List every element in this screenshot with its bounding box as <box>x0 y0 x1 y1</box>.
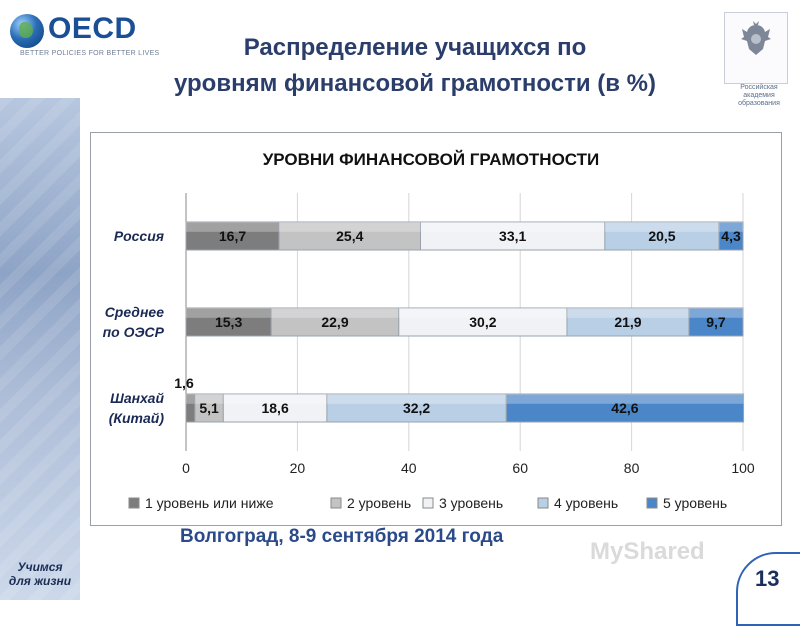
left-strip-texture <box>0 98 80 600</box>
legend-swatch <box>128 497 140 509</box>
bar-highlight <box>506 394 744 404</box>
data-label: 15,3 <box>215 314 242 330</box>
data-label: 25,4 <box>336 228 363 244</box>
bar-segment <box>398 307 568 337</box>
category-label: Среднее по ОЭСР <box>103 304 165 340</box>
bar-segment <box>505 393 745 423</box>
bar-segment <box>222 393 328 423</box>
category-label-line: Среднее <box>105 304 165 320</box>
bar-highlight <box>398 308 567 318</box>
category-label-line: Россия <box>114 228 164 244</box>
category-label-line: по ОЭСР <box>103 324 165 340</box>
bar-highlight <box>186 222 280 232</box>
bar-highlight <box>420 222 605 232</box>
bar-highlight <box>566 308 689 318</box>
stacked-bar-chart: УРОВНИ ФИНАНСОВОЙ ГРАМОТНОСТИ 0 20 40 60 80 10… <box>103 150 755 511</box>
bar-highlight <box>688 308 743 318</box>
legend-label: 5 уровень <box>663 495 727 511</box>
legend-label: 1 уровень или ниже <box>145 495 274 511</box>
bar-segment <box>688 307 744 337</box>
category-label: Шанхай (Китай) <box>109 390 165 426</box>
bar-highlight <box>186 394 195 404</box>
x-tick-label: 0 <box>182 460 190 476</box>
x-tick-label: 100 <box>731 460 755 476</box>
page-title: Распределение учащихся по уровням финанс… <box>80 30 750 102</box>
legend-swatch <box>422 497 434 509</box>
category-label-line: (Китай) <box>109 410 165 426</box>
data-label: 5,1 <box>199 400 219 416</box>
globe-icon <box>10 14 44 48</box>
bar-segment <box>270 307 400 337</box>
legend-label: 2 уровень <box>347 495 411 511</box>
oecd-logo-name: OECD <box>48 12 137 45</box>
bar-highlight <box>719 222 743 232</box>
page-number: 13 <box>755 566 780 591</box>
category-label: Россия <box>114 228 164 244</box>
x-tick-label: 60 <box>512 460 528 476</box>
data-label: 22,9 <box>321 314 348 330</box>
left-decorative-strip <box>0 98 80 600</box>
x-tick-label: 40 <box>401 460 417 476</box>
chart-frame: УРОВНИ ФИНАНСОВОЙ ГРАМОТНОСТИ 0 20 40 60 80 10… <box>90 132 782 526</box>
oecd-logo: OECD BETTER POLICIES FOR BETTER LIVES <box>8 12 160 58</box>
left-caption-line-1: Учимся <box>17 560 63 574</box>
page-title-line-2: уровням финансовой грамотности (в %) <box>173 70 656 97</box>
x-tick-label: 80 <box>624 460 640 476</box>
bar-segment <box>718 221 744 251</box>
data-label: 18,6 <box>261 400 288 416</box>
emblem <box>724 12 788 84</box>
double-headed-eagle-icon <box>741 21 771 55</box>
bar-highlight <box>326 394 507 404</box>
oecd-logo-tagline: BETTER POLICIES FOR BETTER LIVES <box>20 50 160 57</box>
data-label: 4,3 <box>721 228 741 244</box>
data-label: 9,7 <box>706 314 726 330</box>
bar-highlight <box>223 394 327 404</box>
bar-highlight <box>604 222 720 232</box>
legend-label: 4 уровень <box>554 495 618 511</box>
watermark: MyShared <box>590 538 705 565</box>
bar-segment <box>185 307 272 337</box>
data-label: 21,9 <box>614 314 641 330</box>
bar-highlight <box>279 222 421 232</box>
legend-swatch <box>330 497 342 509</box>
bar-highlight <box>271 308 399 318</box>
bar-segment <box>185 221 280 251</box>
bar-segment <box>604 221 720 251</box>
data-label: 16,7 <box>219 228 246 244</box>
left-strip-caption: Учимся для жизни <box>0 560 80 588</box>
bar-highlight <box>186 308 272 318</box>
data-label: 30,2 <box>469 314 496 330</box>
chart-title: УРОВНИ ФИНАНСОВОЙ ГРАМОТНОСТИ <box>263 150 600 169</box>
legend-swatch <box>537 497 549 509</box>
bar-highlight <box>194 394 224 404</box>
emblem-caption: Российская академия образования <box>738 84 780 107</box>
bar-segment <box>278 221 421 251</box>
category-label-line: Шанхай <box>110 390 164 406</box>
legend-label: 3 уровень <box>439 495 503 511</box>
left-caption-line-2: для жизни <box>8 574 72 588</box>
data-label: 1,6 <box>174 375 194 391</box>
x-tick-label: 20 <box>290 460 306 476</box>
event-location-date: Волгоград, 8-9 сентября 2014 года <box>180 526 504 547</box>
data-label: 20,5 <box>648 228 675 244</box>
data-label: 42,6 <box>611 400 638 416</box>
data-label: 32,2 <box>403 400 430 416</box>
data-label: 33,1 <box>499 228 526 244</box>
bar-segment <box>194 393 224 423</box>
legend-swatch <box>646 497 658 509</box>
page-title-line-1: Распределение учащихся по <box>243 34 587 61</box>
